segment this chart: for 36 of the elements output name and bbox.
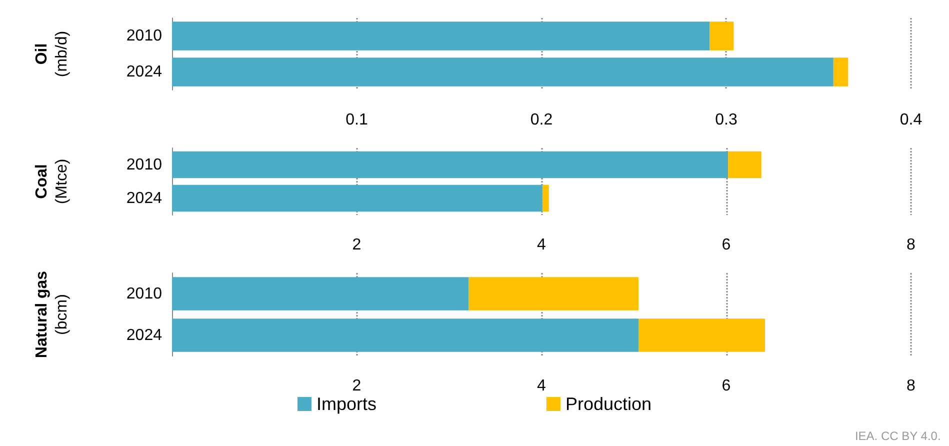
- x-tick-label: 2: [352, 236, 362, 254]
- y-axis-title: Oil (mb/d): [34, 30, 70, 78]
- y-tick-label: 2010: [126, 28, 162, 44]
- y-tick-label: 2024: [126, 64, 162, 80]
- bar: [172, 151, 728, 178]
- legend-label: Production: [565, 394, 652, 414]
- x-tick-label: 8: [906, 378, 916, 394]
- bar: [468, 277, 638, 310]
- bar: [542, 184, 549, 212]
- bar: [710, 22, 734, 50]
- x-tick-label: 0.2: [530, 112, 553, 128]
- bar: [638, 318, 766, 352]
- y-tick-label: 2024: [126, 190, 162, 207]
- bar: [172, 22, 710, 50]
- bar: [172, 184, 542, 212]
- bar: [172, 58, 834, 86]
- x-tick-label: 8: [906, 236, 916, 254]
- x-tick-label: 4: [537, 378, 546, 394]
- bar: [172, 277, 469, 310]
- legend-label: Imports: [316, 394, 376, 414]
- y-tick-label: 2024: [126, 326, 162, 344]
- y-tick-label: 2010: [126, 156, 162, 174]
- x-tick-label: 6: [722, 378, 731, 394]
- y-axis-title: Coal (Mtce): [34, 158, 70, 204]
- x-tick-label: 2: [352, 378, 362, 394]
- x-tick-label: 0.4: [900, 112, 922, 128]
- text: IEA. CC BY 4.0.: [854, 429, 941, 443]
- x-tick-label: 0.3: [715, 112, 738, 128]
- y-axis-title: Natural gas (bcm): [34, 270, 70, 358]
- x-tick-label: 4: [537, 236, 546, 254]
- bar: [833, 58, 848, 86]
- x-tick-label: 0.1: [346, 112, 368, 128]
- y-tick-label: 2010: [126, 285, 162, 302]
- bar: [172, 318, 638, 352]
- bar: [728, 151, 762, 178]
- x-tick-label: 6: [722, 236, 731, 254]
